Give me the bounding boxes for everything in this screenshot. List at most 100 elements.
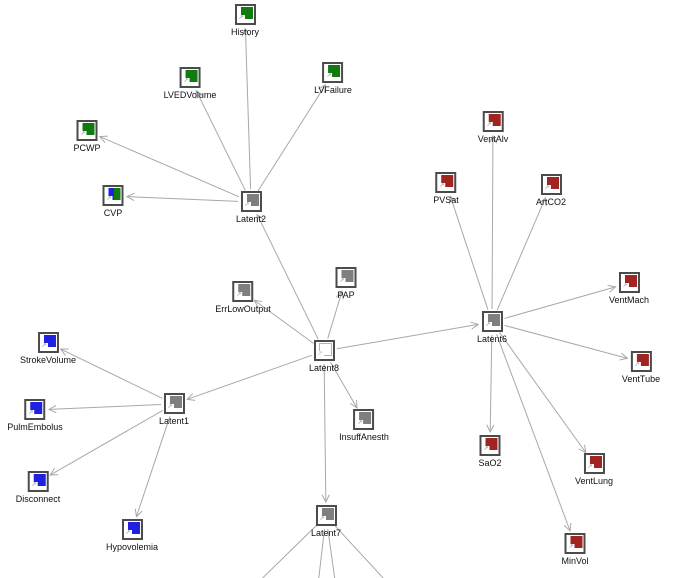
node-Latent1[interactable]: ↗ Latent1 <box>159 393 189 426</box>
node-PVSat[interactable]: ↗ PVSat <box>433 172 459 205</box>
shortcut-arrow-icon: ↗ <box>482 446 490 453</box>
edge-Latent7-offscreen <box>334 525 384 578</box>
variable-icon: ↗ <box>564 533 586 554</box>
node-label: SaO2 <box>478 458 502 468</box>
edge-Latent2-History <box>245 29 252 190</box>
node-label: PCWP <box>73 143 101 153</box>
variable-icon: ↗ <box>163 393 185 414</box>
edge-Latent2-PCWP <box>100 137 240 198</box>
shortcut-arrow-icon: ↗ <box>567 544 575 551</box>
variable-icon: ↗ <box>353 409 375 430</box>
edge-Latent1-StrokeVolume <box>61 349 163 399</box>
variable-icon: ↗ <box>479 435 501 456</box>
shortcut-arrow-icon: ↗ <box>27 410 35 417</box>
edge-Latent6-ArtCO2 <box>496 198 545 311</box>
node-StrokeVolume[interactable]: ↗ StrokeVolume <box>20 332 76 365</box>
shortcut-arrow-icon: ↗ <box>633 362 641 369</box>
variable-icon: ↗ <box>27 471 49 492</box>
variable-icon: ↗ <box>121 519 143 540</box>
node-label: Hypovolemia <box>105 542 159 552</box>
node-History[interactable]: ↗ History <box>231 4 259 37</box>
node-InsuffAnesth[interactable]: ↗ InsuffAnesth <box>339 409 389 442</box>
shortcut-arrow-icon: ↗ <box>243 202 251 209</box>
node-label: VentTube <box>621 374 661 384</box>
edge-Latent6-SaO2 <box>490 334 492 432</box>
variable-icon: ↗ <box>583 453 605 474</box>
shortcut-arrow-icon: ↗ <box>316 351 324 358</box>
edge-Latent7-offscreen <box>261 524 318 578</box>
shortcut-arrow-icon: ↗ <box>318 516 326 523</box>
shortcut-arrow-icon: ↗ <box>124 530 132 537</box>
edge-Latent8-Latent1 <box>187 354 312 399</box>
node-VentTube[interactable]: ↗ VentTube <box>622 351 660 384</box>
shortcut-arrow-icon: ↗ <box>484 322 492 329</box>
node-label: Latent8 <box>308 363 340 373</box>
shortcut-arrow-icon: ↗ <box>166 404 174 411</box>
variable-icon: ↗ <box>315 505 337 526</box>
node-label: PVSat <box>433 195 459 205</box>
node-label: MinVol <box>561 556 589 566</box>
node-LVFailure[interactable]: ↗ LVFailure <box>314 62 352 95</box>
edge-Latent6-VentLung <box>499 332 586 453</box>
edge-Latent1-Disconnect <box>50 410 163 475</box>
node-PulmEmbolus[interactable]: ↗ PulmEmbolus <box>7 399 63 432</box>
shortcut-arrow-icon: ↗ <box>79 131 87 138</box>
edge-Latent7-offscreen <box>318 528 325 578</box>
node-VentLung[interactable]: ↗ VentLung <box>575 453 613 486</box>
node-label: VentAlv <box>477 134 509 144</box>
shortcut-arrow-icon: ↗ <box>543 185 551 192</box>
node-VentMach[interactable]: ↗ VentMach <box>609 272 649 305</box>
node-ArtCO2[interactable]: ↗ ArtCO2 <box>536 174 566 207</box>
node-label: Latent2 <box>235 214 267 224</box>
variable-icon: ↗ <box>540 174 562 195</box>
shortcut-arrow-icon: ↗ <box>356 420 364 427</box>
variable-icon: ↗ <box>234 4 256 25</box>
shortcut-arrow-icon: ↗ <box>182 78 190 85</box>
edge-Latent6-VentMach <box>504 287 616 319</box>
variable-icon: ↗ <box>618 272 640 293</box>
node-CVP[interactable]: ↗ CVP <box>102 185 124 218</box>
shortcut-arrow-icon: ↗ <box>105 196 113 203</box>
node-Hypovolemia[interactable]: ↗ Hypovolemia <box>106 519 158 552</box>
shortcut-arrow-icon: ↗ <box>438 183 446 190</box>
variable-icon: ↗ <box>37 332 59 353</box>
node-label: LVEDVolume <box>163 90 217 100</box>
variable-icon: ↗ <box>76 120 98 141</box>
variable-icon: ↗ <box>322 62 344 83</box>
node-label: LVFailure <box>314 85 352 95</box>
variable-icon: ↗ <box>24 399 46 420</box>
node-label: Latent1 <box>158 416 190 426</box>
shortcut-arrow-icon: ↗ <box>621 283 629 290</box>
node-MinVol[interactable]: ↗ MinVol <box>561 533 589 566</box>
node-ErrLowOutput[interactable]: ↗ ErrLowOutput <box>215 281 271 314</box>
node-PCWP[interactable]: ↗ PCWP <box>74 120 101 153</box>
node-label: Latent6 <box>476 334 508 344</box>
node-PAP[interactable]: ↗ PAP <box>335 267 357 300</box>
node-label: Disconnect <box>15 494 61 504</box>
shortcut-arrow-icon: ↗ <box>30 482 38 489</box>
variable-icon: ↗ <box>335 267 357 288</box>
node-Disconnect[interactable]: ↗ Disconnect <box>15 471 61 504</box>
node-SaO2[interactable]: ↗ SaO2 <box>478 435 502 468</box>
edge-Latent6-VentTube <box>504 324 628 358</box>
node-VentAlv[interactable]: ↗ VentAlv <box>477 111 509 144</box>
node-Latent2[interactable]: ↗ Latent2 <box>236 191 266 224</box>
edge-Latent6-PVSat <box>450 196 489 310</box>
node-label: CVP <box>103 208 123 218</box>
edge-Latent2-CVP <box>127 197 239 202</box>
node-Latent8[interactable]: ↗ Latent8 <box>309 340 339 373</box>
variable-icon: ↗ <box>630 351 652 372</box>
node-LVEDVolume[interactable]: ↗ LVEDVolume <box>163 67 217 100</box>
node-Latent7[interactable]: ↗ Latent7 <box>311 505 341 538</box>
variable-icon: ↗ <box>481 311 503 332</box>
shortcut-arrow-icon: ↗ <box>40 343 48 350</box>
edge-Latent8-Latent7 <box>324 363 326 502</box>
node-label: ArtCO2 <box>535 197 567 207</box>
edge-Latent1-PulmEmbolus <box>49 404 162 410</box>
node-Latent6[interactable]: ↗ Latent6 <box>477 311 507 344</box>
edge-Latent8-ErrLowOutput <box>254 300 314 344</box>
node-label: History <box>230 27 260 37</box>
variable-icon: ↗ <box>482 111 504 132</box>
